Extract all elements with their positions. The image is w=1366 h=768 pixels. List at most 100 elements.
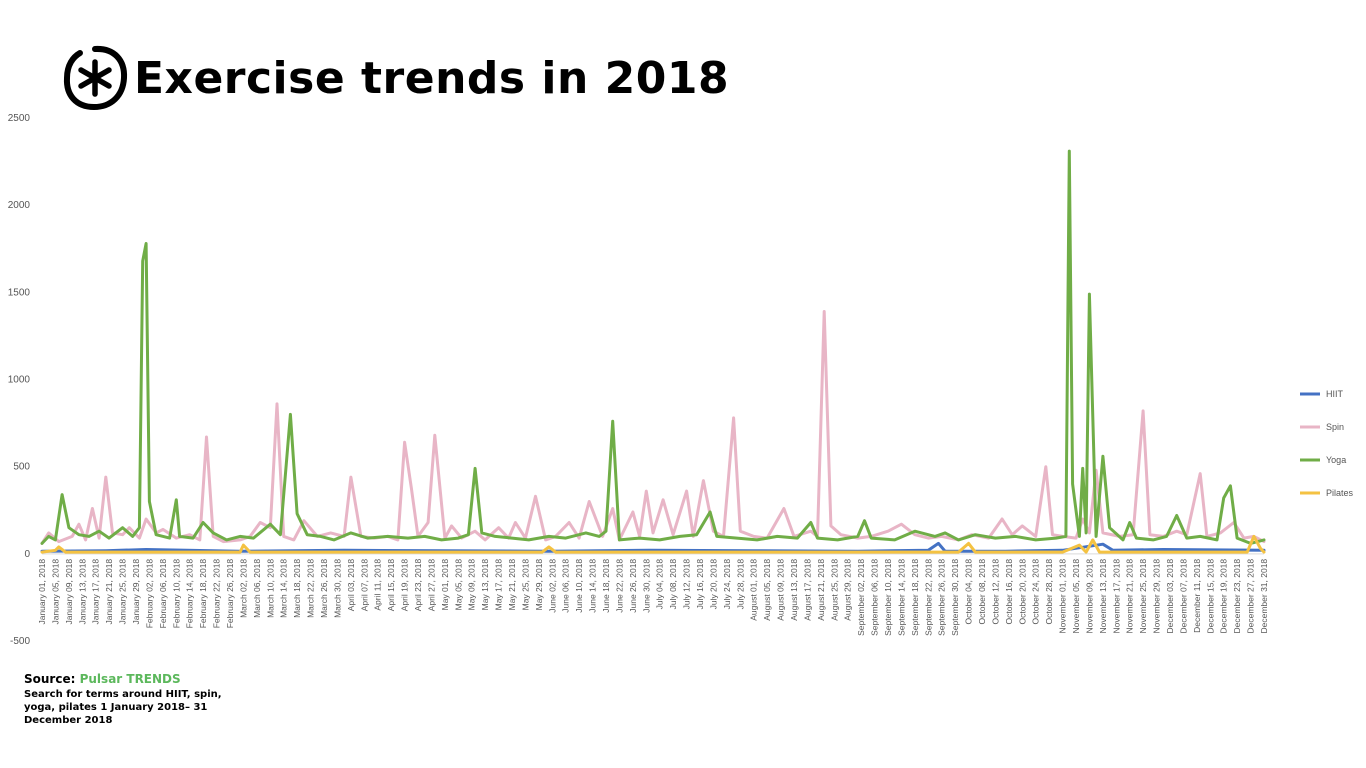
x-tick-label: February 26, 2018 xyxy=(225,559,235,629)
x-tick-label: September 06, 2018 xyxy=(870,559,880,636)
x-tick-label: January 21, 2018 xyxy=(104,559,114,625)
x-tick-label: December 19, 2018 xyxy=(1219,559,1229,634)
legend-label-hiit: HIIT xyxy=(1326,389,1344,399)
x-tick-label: April 23, 2018 xyxy=(413,559,423,612)
x-tick-label: November 21, 2018 xyxy=(1125,559,1135,634)
legend: HIIT Spin Yoga Pilates xyxy=(1300,389,1354,498)
x-tick-label: March 22, 2018 xyxy=(306,559,316,618)
x-tick-label: December 11, 2018 xyxy=(1192,559,1202,633)
page-title: Exercise trends in 2018 xyxy=(134,52,730,104)
source-prefix: Source: xyxy=(24,672,76,686)
x-tick-label: October 12, 2018 xyxy=(990,559,1000,625)
x-tick-label: October 04, 2018 xyxy=(964,559,974,625)
x-tick-label: July 16, 2018 xyxy=(695,559,705,610)
x-tick-label: September 10, 2018 xyxy=(883,559,893,636)
x-tick-label: August 13, 2018 xyxy=(789,559,799,621)
legend-label-yoga: Yoga xyxy=(1326,455,1346,465)
asterisk-circle-icon xyxy=(63,45,128,111)
x-tick-label: August 21, 2018 xyxy=(816,559,826,621)
y-tick-label: 1000 xyxy=(8,375,31,386)
x-tick-label: October 16, 2018 xyxy=(1004,559,1014,625)
x-tick-label: May 21, 2018 xyxy=(507,559,517,611)
x-tick-label: November 13, 2018 xyxy=(1098,559,1108,634)
x-tick-label: August 17, 2018 xyxy=(802,559,812,621)
x-tick-label: February 06, 2018 xyxy=(158,559,168,629)
x-tick-label: September 26, 2018 xyxy=(937,559,947,636)
series-lines xyxy=(40,149,1266,554)
x-tick-label: July 24, 2018 xyxy=(722,559,732,610)
x-tick-label: April 07, 2018 xyxy=(359,559,369,612)
y-tick-label: 0 xyxy=(24,549,30,560)
x-tick-label: August 25, 2018 xyxy=(829,559,839,621)
x-tick-label: March 06, 2018 xyxy=(252,559,262,618)
x-tick-label: June 22, 2018 xyxy=(614,559,624,613)
x-tick-label: December 03, 2018 xyxy=(1165,559,1175,634)
x-tick-label: May 05, 2018 xyxy=(453,559,463,611)
x-tick-label: May 13, 2018 xyxy=(480,559,490,611)
x-tick-label: December 07, 2018 xyxy=(1178,559,1188,634)
x-tick-label: January 01, 2018 xyxy=(37,559,47,625)
header: Exercise trends in 2018 xyxy=(62,40,729,116)
x-tick-label: September 22, 2018 xyxy=(923,559,933,636)
x-tick-label: April 11, 2018 xyxy=(373,559,383,611)
x-axis: January 01, 2018 January 05, 2018 January … xyxy=(37,553,1269,636)
legend-label-pilates: Pilates xyxy=(1326,488,1354,498)
x-tick-label: June 10, 2018 xyxy=(574,559,584,613)
x-tick-label: June 02, 2018 xyxy=(547,559,557,613)
y-tick-label: 2000 xyxy=(8,200,31,211)
x-tick-label: March 18, 2018 xyxy=(292,559,302,618)
x-tick-label: November 25, 2018 xyxy=(1138,559,1148,634)
x-tick-label: October 20, 2018 xyxy=(1017,559,1027,625)
x-tick-label: August 01, 2018 xyxy=(749,559,759,621)
x-tick-label: January 25, 2018 xyxy=(118,559,128,625)
x-tick-label: November 09, 2018 xyxy=(1084,559,1094,634)
x-tick-label: December 15, 2018 xyxy=(1205,559,1215,634)
y-tick-label: 2500 xyxy=(8,113,31,124)
x-tick-label: March 02, 2018 xyxy=(238,559,248,618)
x-tick-label: March 14, 2018 xyxy=(279,559,289,618)
x-tick-label: March 26, 2018 xyxy=(319,559,329,618)
x-tick-label: September 02, 2018 xyxy=(856,559,866,636)
x-tick-label: June 26, 2018 xyxy=(628,559,638,613)
source-description: Search for terms around HIIT, spin, yoga… xyxy=(24,689,222,726)
x-tick-label: February 10, 2018 xyxy=(171,559,181,629)
x-tick-label: January 09, 2018 xyxy=(64,559,74,625)
x-tick-label: May 09, 2018 xyxy=(467,559,477,611)
x-tick-label: April 27, 2018 xyxy=(426,559,436,612)
x-tick-label: February 18, 2018 xyxy=(198,559,208,629)
legend-label-spin: Spin xyxy=(1326,422,1344,432)
x-tick-label: November 01, 2018 xyxy=(1058,559,1068,634)
x-tick-label: November 29, 2018 xyxy=(1152,559,1162,634)
x-tick-label: August 29, 2018 xyxy=(843,559,853,621)
x-tick-label: November 17, 2018 xyxy=(1111,559,1121,634)
x-tick-label: July 12, 2018 xyxy=(682,559,692,610)
source-brand: Pulsar TRENDS xyxy=(79,672,181,686)
x-tick-label: January 17, 2018 xyxy=(91,559,101,625)
x-tick-label: January 29, 2018 xyxy=(131,559,141,625)
source-note: Source: Pulsar TRENDS Search for terms a… xyxy=(24,672,254,727)
y-axis: -500 0 500 1000 1500 2000 2500 xyxy=(8,113,31,647)
series-line-yoga xyxy=(40,149,1266,545)
x-tick-label: February 22, 2018 xyxy=(212,559,222,629)
y-tick-label: 500 xyxy=(13,462,30,473)
x-tick-label: January 13, 2018 xyxy=(77,559,87,625)
x-tick-label: September 14, 2018 xyxy=(896,559,906,636)
y-tick-label: 1500 xyxy=(8,287,31,298)
x-tick-label: April 19, 2018 xyxy=(400,559,410,612)
x-tick-label: October 24, 2018 xyxy=(1031,559,1041,625)
x-tick-label: August 09, 2018 xyxy=(776,559,786,621)
x-tick-label: June 30, 2018 xyxy=(641,559,651,613)
x-tick-label: October 08, 2018 xyxy=(977,559,987,625)
x-tick-label: December 27, 2018 xyxy=(1246,559,1256,634)
x-tick-label: May 01, 2018 xyxy=(440,559,450,611)
x-tick-label: January 05, 2018 xyxy=(50,559,60,625)
x-tick-label: June 14, 2018 xyxy=(588,559,598,613)
x-tick-label: July 28, 2018 xyxy=(735,559,745,610)
x-tick-label: July 04, 2018 xyxy=(655,559,665,610)
x-tick-label: May 17, 2018 xyxy=(494,559,504,611)
x-tick-label: March 30, 2018 xyxy=(332,559,342,618)
x-tick-label: December 23, 2018 xyxy=(1232,559,1242,634)
x-tick-label: April 15, 2018 xyxy=(386,559,396,612)
x-tick-label: May 29, 2018 xyxy=(534,559,544,611)
y-tick-label: -500 xyxy=(10,636,30,647)
